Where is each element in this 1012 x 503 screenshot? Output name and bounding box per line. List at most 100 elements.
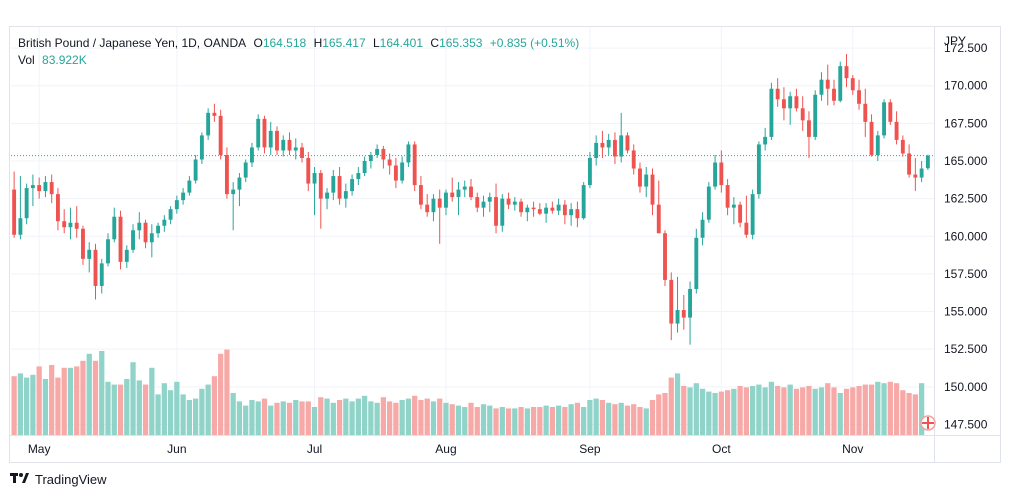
volume-bar: [518, 407, 524, 435]
candle-body: [81, 228, 85, 259]
candle-body: [93, 249, 98, 286]
legend-row-volume: Vol 83.922K: [18, 52, 579, 69]
open-value: 164.518: [262, 36, 307, 50]
volume-bar: [430, 401, 437, 435]
volume-bar: [230, 393, 236, 435]
volume-bar: [243, 405, 249, 435]
candle-body: [444, 192, 448, 208]
volume-bar: [61, 367, 67, 435]
candle-body: [681, 310, 686, 318]
time-axis[interactable]: May Jun Jul Aug Sep Oct Nov: [28, 442, 864, 456]
candle-body: [544, 207, 549, 214]
candle-body: [337, 176, 342, 199]
volume-bar: [255, 401, 261, 435]
volume-bar: [499, 407, 505, 435]
volume-bar: [668, 377, 674, 435]
volume-bar: [42, 379, 49, 435]
volume-bar: [631, 404, 637, 435]
volume-bar: [562, 407, 568, 435]
volume-bar: [712, 393, 718, 435]
candle-body: [243, 162, 248, 178]
candle-body: [362, 160, 367, 174]
volume-bar: [900, 390, 906, 435]
volume-bar: [862, 384, 868, 435]
low-label: L: [372, 36, 380, 50]
candle-body: [287, 139, 292, 151]
candle-body: [237, 177, 242, 190]
candle-body: [306, 157, 311, 184]
volume-bar: [299, 401, 305, 435]
time-tick-label: Jul: [307, 442, 322, 456]
candle-body: [18, 218, 23, 235]
currency-label: JPY: [944, 34, 966, 48]
volume-bar: [856, 386, 862, 435]
candle-body: [375, 148, 380, 155]
volume-bar: [781, 387, 787, 435]
candles: [12, 54, 930, 345]
volume-bar: [549, 407, 555, 435]
candle-body: [644, 174, 649, 187]
candle-body: [744, 222, 749, 235]
volume-bar: [818, 387, 825, 435]
candle-body: [462, 186, 467, 190]
volume-bar: [474, 407, 480, 435]
volume-bar: [530, 407, 537, 435]
volume-bar: [555, 405, 562, 435]
volume-bar: [343, 398, 349, 435]
candle-body: [112, 216, 117, 240]
candle-body: [575, 209, 580, 219]
volume-bar: [311, 407, 318, 435]
candle-body: [481, 201, 486, 208]
volume-bar: [718, 391, 724, 435]
volume-bar: [361, 395, 368, 435]
volume-bar: [393, 402, 399, 435]
candle-body: [781, 99, 786, 109]
price-axis[interactable]: 172.500 170.000 167.500 165.000 162.500 160.0…: [944, 41, 988, 431]
volume-bar: [74, 366, 80, 435]
volume-bar: [330, 402, 336, 435]
candle-body: [857, 90, 861, 104]
candle-body: [418, 185, 423, 205]
candle-body: [312, 173, 317, 184]
candle-body: [343, 191, 348, 199]
candle-body: [55, 194, 60, 222]
candle-body: [49, 182, 54, 195]
legend-row-price: British Pound / Japanese Yen, 1D, OANDA …: [18, 35, 579, 52]
volume-bar: [99, 351, 105, 435]
volume-bar: [355, 398, 361, 435]
price-tick-label: 172.500: [944, 41, 988, 55]
volume-bar: [793, 388, 800, 435]
candle-body: [74, 222, 79, 229]
candle-body: [406, 144, 411, 163]
candle-body: [143, 222, 148, 243]
volume-bar: [649, 400, 656, 435]
time-tick-label: May: [28, 442, 51, 456]
candle-body: [638, 168, 642, 187]
volume-bar: [318, 397, 324, 435]
brand-name[interactable]: TradingView: [35, 472, 107, 487]
candle-body: [168, 209, 173, 220]
price-tick-label: 155.000: [944, 305, 988, 319]
volume-bar: [55, 377, 61, 435]
volume-bar: [837, 393, 843, 435]
candle-body: [794, 96, 799, 109]
candle-body: [569, 209, 574, 216]
tradingview-logo-icon[interactable]: [10, 472, 30, 487]
volume-bar: [280, 401, 286, 435]
candle-body: [925, 155, 930, 169]
volume-bar: [449, 404, 455, 435]
volume-bar: [199, 388, 205, 435]
volume-bar: [305, 401, 311, 435]
volume-bar: [142, 384, 149, 435]
volume-bar: [49, 365, 55, 435]
candle-body: [631, 150, 636, 169]
candle-body: [487, 197, 492, 202]
volume-bar: [887, 381, 893, 435]
candle-body: [613, 139, 617, 157]
volume-bar: [24, 377, 30, 435]
candle-body: [775, 88, 780, 100]
candle-body: [12, 189, 17, 235]
volume-bar: [186, 400, 192, 435]
